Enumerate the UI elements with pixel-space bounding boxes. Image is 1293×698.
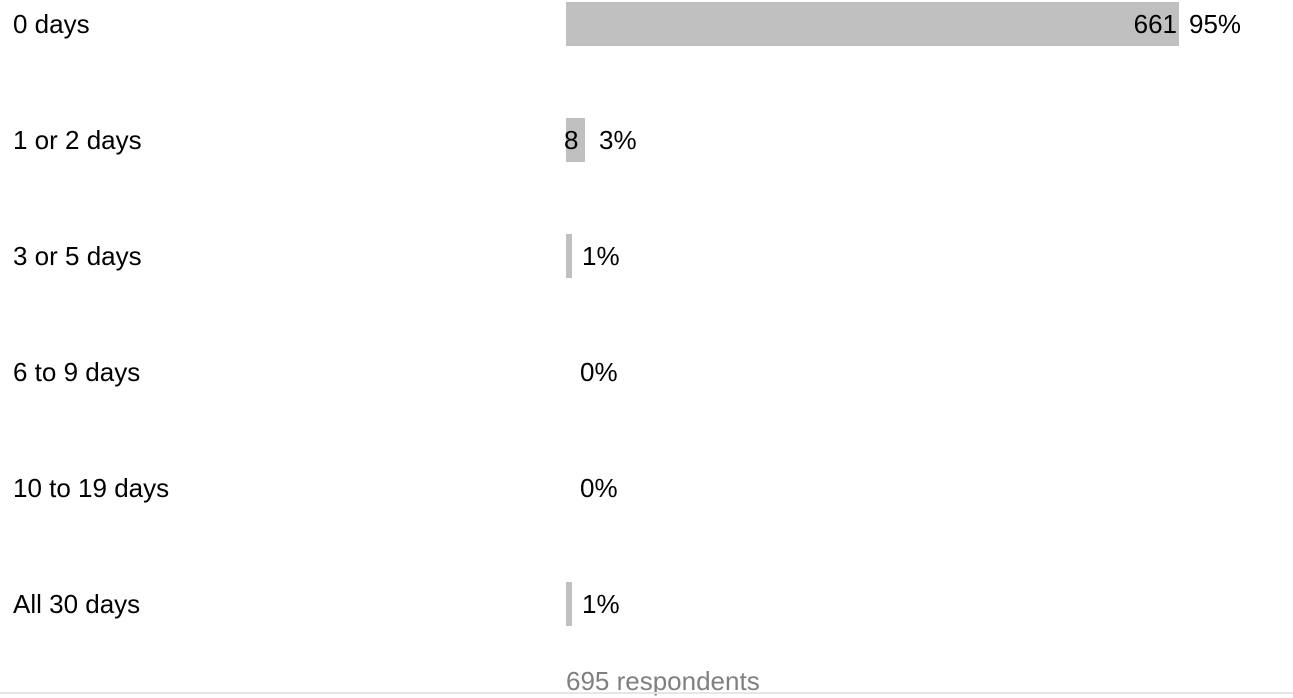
bar-percent-label: 0% (580, 357, 618, 387)
bar-row-6-to-9-days: 6 to 9 days 0% (0, 348, 1293, 396)
category-label: 6 to 9 days (13, 357, 141, 387)
bar (566, 234, 572, 278)
bar-row-3-or-5-days: 3 or 5 days 1% (0, 232, 1293, 280)
bar-row-all-30-days: All 30 days 1% (0, 580, 1293, 628)
bar-row-10-to-19-days: 10 to 19 days 0% (0, 464, 1293, 512)
category-label: 3 or 5 days (13, 241, 142, 271)
bar-count-label: 661 (1133, 9, 1177, 39)
category-label: 0 days (13, 9, 90, 39)
bar (566, 2, 1179, 46)
category-label: All 30 days (13, 589, 141, 619)
bar (566, 582, 572, 626)
bar (566, 118, 585, 162)
respondents-count: 695 respondents (566, 666, 760, 696)
bar-percent-label: 0% (580, 473, 618, 503)
category-label: 10 to 19 days (13, 473, 170, 503)
bar-percent-label: 3% (599, 125, 637, 155)
bar-percent-label: 1% (582, 589, 620, 619)
bar-row-1-or-2-days: 1 or 2 days 8 3% (0, 116, 1293, 164)
bar-percent-label: 95% (1189, 9, 1242, 39)
bottom-divider (0, 692, 1293, 694)
category-label: 1 or 2 days (13, 125, 142, 155)
bar-row-0-days: 0 days 661 95% (0, 0, 1293, 48)
bar-count-label: 8 (564, 125, 579, 155)
bar-percent-label: 1% (582, 241, 620, 271)
